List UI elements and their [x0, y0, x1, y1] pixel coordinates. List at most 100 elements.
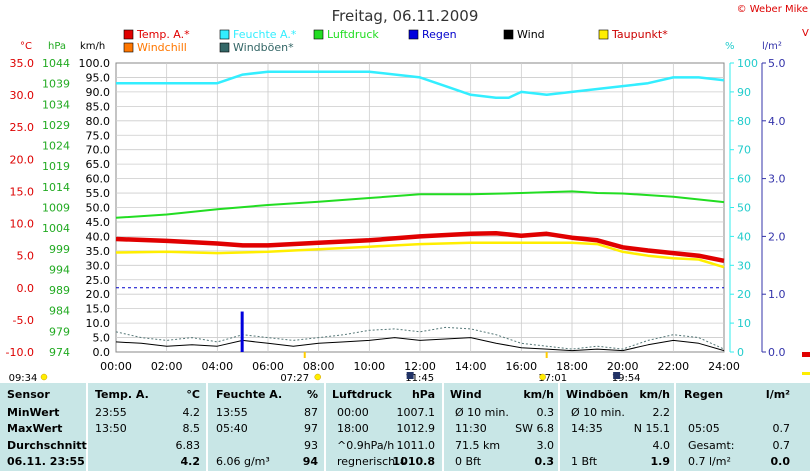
wind-tick-5: 75.0 — [86, 129, 111, 142]
header-humidity: Feuchte A. — [216, 388, 283, 401]
legend-label-5: Taupunkt* — [611, 28, 668, 41]
temp-value: 4.2 — [180, 455, 201, 468]
legend-label-4: Wind — [517, 28, 545, 41]
table-column-divider — [206, 383, 208, 471]
wind-tick-14: 30.0 — [86, 259, 111, 272]
event-label-0: 09:34 — [9, 373, 38, 383]
wind-tick-10: 50.0 — [86, 202, 111, 215]
rain-tick-0: 5.0 — [768, 57, 786, 70]
legend-swatch-6 — [123, 42, 134, 53]
humidity-tick-1: 90 — [737, 86, 751, 99]
rain-tick-3: 2.0 — [768, 230, 786, 243]
legend-swatch-1 — [219, 29, 230, 40]
gust-value: 2.2 — [652, 406, 671, 419]
series-line-tempa — [115, 230, 725, 264]
header-rain-unit: l/m² — [765, 388, 790, 401]
event-label-1: 07:27 — [280, 373, 309, 383]
edge-swatch-temp — [802, 352, 810, 357]
pressure-tick-12: 984 — [49, 305, 70, 318]
x-tick-1: 02:00 — [151, 360, 183, 373]
header-humidity-unit: % — [306, 388, 318, 401]
gust-value: N 15.1 — [633, 422, 670, 435]
humidity-value: 97 — [304, 422, 318, 435]
legend-label-6: Windchill — [137, 41, 187, 54]
wind-tick-9: 55.0 — [86, 187, 111, 200]
temp-tick-3: 20.0 — [10, 153, 35, 166]
rain-tick-1: 4.0 — [768, 115, 786, 128]
gust-value: 4.0 — [652, 439, 671, 452]
legend-label-1: Feuchte A.* — [233, 28, 297, 41]
humidity-tick-7: 30 — [737, 259, 751, 272]
pressure-tick-0: 1044 — [42, 57, 70, 70]
x-tick-4: 08:00 — [303, 360, 335, 373]
header-wind: Wind — [450, 388, 482, 401]
wind-tick-17: 15.0 — [86, 303, 111, 316]
pressure-trend-arrow: ↓ — [398, 455, 408, 468]
temp-tick-5: 10.0 — [10, 218, 35, 231]
series-line-windben — [115, 326, 725, 350]
wind-tick-6: 70.0 — [86, 144, 111, 157]
humidity-tick-9: 10 — [737, 317, 751, 330]
pressure-axis-unit: hPa — [48, 41, 66, 52]
legend-swatch-0 — [123, 29, 134, 40]
rain-tick-2: 3.0 — [768, 173, 786, 186]
x-tick-8: 16:00 — [505, 360, 537, 373]
x-tick-10: 20:00 — [607, 360, 639, 373]
temp-tick-7: 0.0 — [17, 282, 35, 295]
header-pressure-unit: hPa — [411, 388, 435, 401]
edge-swatch-dew — [802, 372, 810, 375]
temp-value: 4.2 — [182, 406, 201, 419]
row-label: MinWert — [7, 406, 60, 419]
wind-tick-3: 85.0 — [86, 100, 111, 113]
table-column-divider — [86, 383, 88, 471]
x-tick-9: 18:00 — [556, 360, 588, 373]
rain-tick-4: 1.0 — [768, 288, 786, 301]
humidity-tick-6: 40 — [737, 230, 751, 243]
rain-value: 0.7 — [772, 422, 791, 435]
wind-tick-16: 20.0 — [86, 288, 111, 301]
x-tick-12: 24:00 — [708, 360, 740, 373]
wind-tick-19: 5.0 — [93, 332, 111, 345]
temp-tick-8: -5.0 — [13, 314, 34, 327]
humidity-axis-unit: % — [725, 41, 735, 52]
row-label: MaxWert — [7, 422, 63, 435]
humidity-tick-8: 20 — [737, 288, 751, 301]
pressure-time: ^0.9hPa/h — [337, 439, 395, 452]
wind-info: 0 Bft — [455, 455, 482, 468]
table-column-divider — [558, 383, 560, 471]
pressure-tick-4: 1024 — [42, 140, 70, 153]
rain-value: 0.0 — [770, 455, 791, 468]
pressure-tick-2: 1034 — [42, 98, 70, 111]
temp-tick-2: 25.0 — [10, 121, 35, 134]
moon-icon-4 — [613, 372, 621, 379]
legend-swatch-5 — [598, 29, 609, 40]
humidity-tick-3: 70 — [737, 144, 751, 157]
pressure-tick-8: 1004 — [42, 222, 70, 235]
pressure-time: 00:00 — [337, 406, 369, 419]
legend-label-2: Luftdruck — [327, 28, 379, 41]
humidity-value: 87 — [304, 406, 318, 419]
x-tick-0: 00:00 — [100, 360, 132, 373]
wind-tick-18: 10.0 — [86, 317, 111, 330]
legend-label-3: Regen — [422, 28, 457, 41]
gust-info: 1 Bft — [571, 455, 598, 468]
table-column-divider — [674, 383, 676, 471]
pressure-tick-14: 974 — [49, 346, 70, 359]
temp-value: 8.5 — [182, 422, 201, 435]
x-tick-11: 22:00 — [657, 360, 689, 373]
temp-value: 6.83 — [175, 439, 201, 452]
wind-tick-0: 100.0 — [79, 57, 111, 70]
x-tick-7: 14:00 — [455, 360, 487, 373]
rain-info: 05:05 — [688, 422, 720, 435]
gust-value: 1.9 — [650, 455, 671, 468]
temp-time: 23:55 — [95, 406, 127, 419]
legend-swatch-3 — [408, 29, 419, 40]
gust-info: 14:35 — [571, 422, 603, 435]
wind-tick-8: 60.0 — [86, 173, 111, 186]
pressure-tick-9: 999 — [49, 243, 70, 256]
humidity-value: 94 — [302, 455, 318, 468]
header-temp: Temp. A. — [95, 388, 149, 401]
wind-info: Ø 10 min. — [455, 406, 509, 419]
event-label-2: 11:45 — [405, 373, 434, 383]
legend-label-7: Windböen* — [233, 41, 294, 54]
